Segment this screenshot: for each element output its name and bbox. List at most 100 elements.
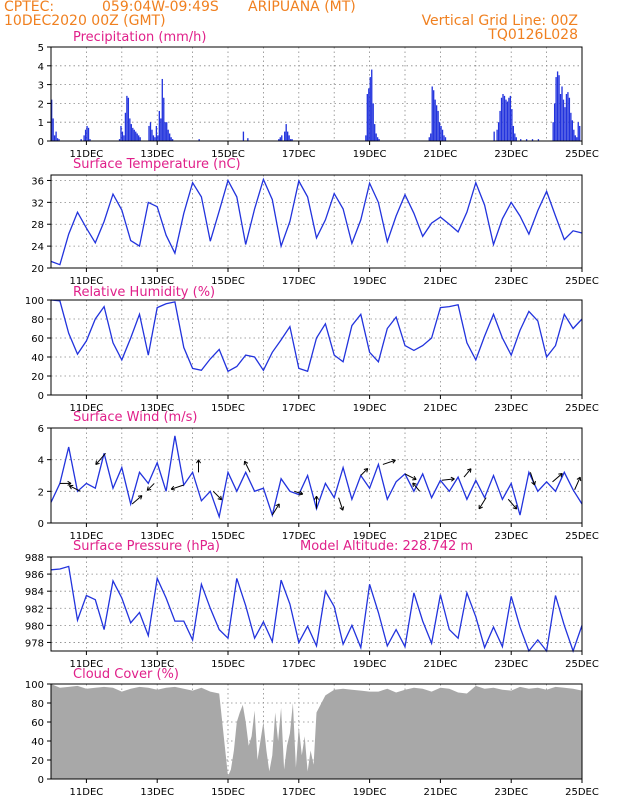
cloud-ytick-label: 60 (31, 718, 44, 729)
precip-bar (372, 103, 374, 141)
wind-arrow-head (95, 460, 100, 466)
cloud-xtick-label: 19DEC (353, 787, 387, 798)
pres-ytick-label: 982 (25, 604, 44, 615)
precip-bar (89, 139, 91, 141)
wind-arrow-head (298, 490, 304, 496)
precip-bar (247, 138, 249, 141)
rh-ytick-label: 60 (31, 334, 44, 345)
wind-panel: 0 2 4 6 11DEC 13DEC 15DEC 17DEC 19DEC 21DEC 23DEC 2… (38, 410, 599, 542)
cloud-xtick-label: 23DEC (494, 787, 528, 798)
wind-arrow (478, 497, 487, 510)
pres-frame (50, 556, 583, 652)
wind-arrow (507, 498, 518, 510)
precip-bar (51, 99, 53, 141)
wind-title: Surface Wind (m/s) (73, 410, 197, 425)
rh-xtick-label: 15DEC (211, 403, 245, 414)
precip-bar (552, 122, 554, 141)
precip-bar (376, 137, 379, 141)
precip-bar (279, 137, 281, 141)
precip-bar (437, 110, 439, 141)
precip-xtick-label: 13DEC (140, 149, 174, 160)
precip-panel: 0 1 2 3 4 5 11DEC 13DEC 15DEC 17DEC 19DEC 21DEC 23DE… (38, 30, 599, 160)
precip-bar (555, 77, 557, 141)
pres-xtick-label: 25DEC (565, 659, 599, 670)
wind-xtick-label: 11DEC (70, 531, 104, 542)
precip-bar (120, 125, 122, 141)
precip-bar (281, 135, 283, 141)
wind-arrow (382, 459, 396, 465)
wind-arrow-head (450, 476, 455, 482)
precip-bar (170, 137, 172, 141)
precip-bar (505, 99, 507, 141)
temp-series-line (50, 177, 583, 266)
temp-xtick-label: 13DEC (140, 276, 174, 287)
precip-bar (561, 86, 563, 141)
temp-xtick-label: 11DEC (70, 276, 104, 287)
rh-xtick-label: 19DEC (353, 403, 387, 414)
wind-arrow-head (146, 486, 152, 491)
wind-arrow-head (412, 475, 417, 481)
wind-arrow-head (67, 480, 72, 486)
pres-ytick-label: 984 (25, 587, 44, 598)
rh-xtick-label: 13DEC (140, 403, 174, 414)
wind-arrow (412, 482, 421, 492)
precip-bar (573, 129, 575, 141)
precip-bar (371, 69, 373, 141)
precip-bar (127, 97, 130, 141)
precip-bar (365, 135, 367, 141)
wind-xtick-label: 15DEC (211, 531, 245, 542)
precip-bar (568, 97, 571, 141)
precip-bar (368, 88, 370, 141)
cloud-xtick-label: 13DEC (140, 787, 174, 798)
precip-xtick-label: 23DEC (494, 149, 528, 160)
precip-bar (378, 139, 380, 141)
cloud-xtick-label: 21DEC (424, 787, 458, 798)
precip-bar (129, 118, 131, 141)
precip-bar (577, 122, 579, 141)
header-source: CPTEC: (4, 0, 55, 15)
precip-bar (579, 125, 581, 141)
precip-bar (375, 133, 377, 141)
precip-bar (161, 78, 163, 141)
temp-xtick-label: 23DEC (494, 276, 528, 287)
cloud-ytick-label: 20 (31, 756, 44, 767)
wind-arrow (404, 473, 417, 480)
precip-ytick-label: 3 (38, 81, 44, 92)
precip-bar (149, 122, 152, 141)
precip-bar (493, 131, 495, 141)
rh-frame (50, 299, 583, 396)
pres-panel: 978 980 982 984 986 988 11DEC 13DEC 15DEC 17DEC 19… (25, 539, 599, 670)
precip-bar (531, 139, 534, 141)
header-grid-note: Vertical Grid Line: 00Z (421, 13, 578, 29)
wind-xtick-label: 19DEC (353, 531, 387, 542)
precip-bar (152, 135, 155, 141)
wind-series-line (50, 435, 583, 520)
rh-xtick-label: 17DEC (282, 403, 316, 414)
wind-arrow-head (391, 458, 396, 464)
wind-xtick-label: 25DEC (565, 531, 599, 542)
precip-bar (556, 71, 559, 141)
header-coords: 059:04W-09:49S (102, 0, 219, 15)
precip-bar (499, 110, 501, 141)
precip-bar (574, 135, 576, 141)
temp-ytick-label: 28 (31, 220, 44, 231)
rh-panel: 0 20 40 60 80 100 11DEC 13DEC 15DEC 17DEC 19DEC 21D… (25, 285, 599, 414)
precip-bar (430, 133, 432, 141)
cloud-ytick-label: 100 (25, 680, 44, 691)
pres-title: Surface Pressure (hPa) (73, 539, 220, 554)
precip-bar (512, 125, 515, 141)
pres-xtick-label: 19DEC (353, 659, 387, 670)
precip-bar (509, 95, 512, 141)
wind-arrow-head (275, 503, 280, 508)
precip-bar (155, 125, 158, 141)
precip-ytick-label: 0 (38, 137, 44, 148)
precip-bar (558, 75, 560, 141)
wind-arrow-head (217, 495, 223, 501)
rh-ytick-label: 100 (25, 296, 44, 307)
wind-arrow-head (137, 495, 143, 500)
precip-bar (136, 133, 138, 141)
pres-xtick-label: 17DEC (282, 659, 316, 670)
cloud-xtick-label: 15DEC (211, 787, 245, 798)
